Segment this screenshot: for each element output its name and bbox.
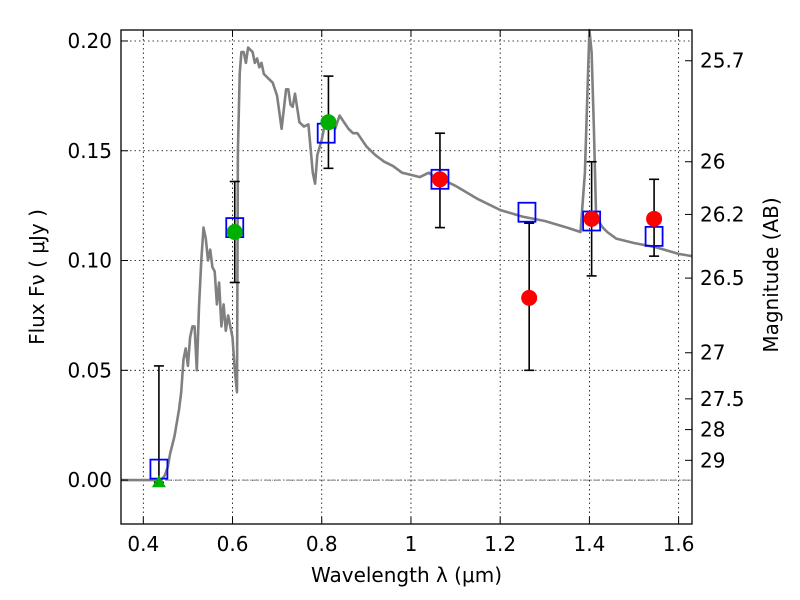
x-tick-label: 0.4 <box>127 532 159 556</box>
y2-axis-label: Magnitude (AB) <box>759 197 783 352</box>
upper-limit-triangle <box>151 475 166 488</box>
observed-point-red <box>583 210 600 227</box>
y2-tick-label: 27.5 <box>700 387 745 411</box>
y-tick-label: 0.10 <box>67 249 112 273</box>
x-tick-label: 0.8 <box>306 532 338 556</box>
observed-point-red <box>646 210 663 227</box>
y-tick-label: 0.05 <box>67 358 112 382</box>
x-tick-label: 1.2 <box>484 532 516 556</box>
x-tick-label: 1.4 <box>573 532 605 556</box>
plot-frame <box>120 29 693 525</box>
observed-point-green <box>320 114 337 131</box>
y2-tick-label: 26 <box>700 150 725 174</box>
x-tick-label: 0.6 <box>217 532 249 556</box>
data-points <box>149 75 664 488</box>
grid-lines <box>121 30 692 524</box>
observed-point-red <box>431 171 448 188</box>
y-axis-label: Flux Fν ( μJy ) <box>25 209 49 345</box>
y-tick-label: 0.20 <box>67 29 112 53</box>
sed-model-spectrum <box>121 28 693 482</box>
model-flux-square <box>430 168 450 190</box>
y-tick-label: 0.15 <box>67 139 112 163</box>
y2-tick-label: 26.5 <box>700 266 745 290</box>
y2-tick-label: 27 <box>700 341 725 365</box>
model-flux-square <box>517 201 537 223</box>
x-axis-label: Wavelength λ (μm) <box>311 563 502 587</box>
y-tick-label: 0.00 <box>67 468 112 492</box>
y2-tick-label: 25.7 <box>700 49 745 73</box>
x-tick-label: 1.6 <box>663 532 695 556</box>
y2-tick-label: 28 <box>700 418 725 442</box>
model-flux-square <box>644 225 664 247</box>
axes: 0.4 0.6 0.8 1 1.2 1.4 1.6 0.00 0.05 0.10 0.15 0.20 2… <box>67 29 744 556</box>
observed-point-red <box>521 289 538 306</box>
y2-tick-label: 26.2 <box>700 202 745 226</box>
y2-tick-label: 29 <box>700 448 725 472</box>
sed-model-line <box>121 28 693 482</box>
x-tick-label: 1 <box>405 532 418 556</box>
observed-point-green <box>226 223 243 240</box>
